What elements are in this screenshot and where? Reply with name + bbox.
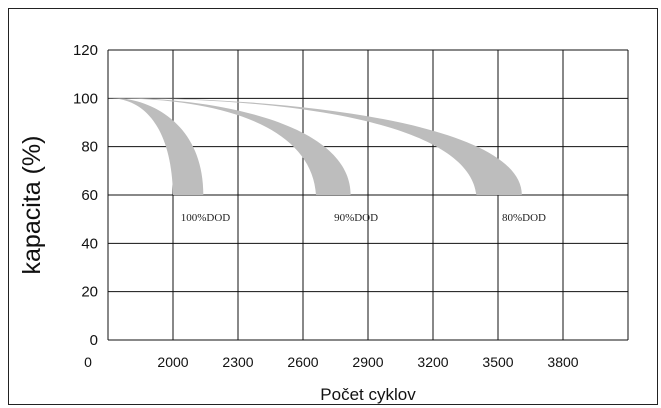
y-tick-label: 100 — [73, 90, 98, 107]
y-tick-label: 40 — [81, 235, 98, 252]
series-label: 90%DOD — [334, 212, 378, 224]
x-tick-label: 2300 — [222, 354, 253, 370]
y-tick-label: 120 — [73, 42, 98, 59]
band-series-3 — [108, 98, 522, 195]
series-label: 100%DOD — [181, 212, 231, 224]
x-tick-label: 2900 — [352, 354, 383, 370]
x-tick-label: 3800 — [547, 354, 578, 370]
y-tick-label: 20 — [81, 284, 98, 301]
x-axis-title: Počet cyklov — [320, 385, 416, 404]
y-tick-label: 60 — [81, 187, 98, 204]
band-layer — [108, 98, 522, 195]
band-series-2 — [108, 98, 351, 195]
series-label: 80%DOD — [502, 212, 546, 224]
label-layer: 100%DOD 90%DOD 80%DOD — [181, 212, 546, 224]
chart-frame — [8, 8, 658, 405]
grid-layer — [107, 49, 629, 341]
band-series-1 — [108, 98, 204, 195]
y-axis-title: kapacita (%) — [18, 136, 46, 275]
x-tick-label: 3500 — [482, 354, 513, 370]
x-tick-label: 2600 — [287, 354, 318, 370]
y-tick-label: 0 — [90, 332, 98, 349]
x-tick-label: 3200 — [417, 354, 448, 370]
y-tick-label: 80 — [81, 139, 98, 156]
x-axis-origin-label: 0 — [84, 354, 92, 370]
x-tick-label: 2000 — [157, 354, 188, 370]
tick-layer: 0 20 40 60 80 100 120 2000 2300 2600 2900 3200 3500 3… — [73, 42, 579, 370]
